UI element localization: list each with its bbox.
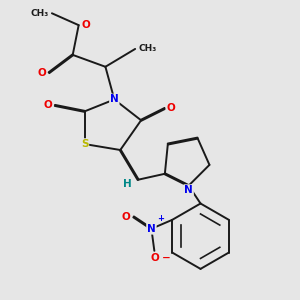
Text: O: O xyxy=(166,103,175,113)
Text: −: − xyxy=(162,253,171,262)
Text: S: S xyxy=(81,139,88,149)
Text: N: N xyxy=(110,94,119,104)
Text: CH₃: CH₃ xyxy=(138,44,156,53)
Text: O: O xyxy=(122,212,130,222)
Text: O: O xyxy=(37,68,46,78)
Text: +: + xyxy=(157,214,164,224)
Text: O: O xyxy=(82,20,90,30)
Text: CH₃: CH₃ xyxy=(31,9,49,18)
Text: H: H xyxy=(123,179,132,189)
Text: N: N xyxy=(147,224,156,234)
Text: O: O xyxy=(43,100,52,110)
Text: N: N xyxy=(184,185,193,195)
Text: O: O xyxy=(150,253,159,262)
